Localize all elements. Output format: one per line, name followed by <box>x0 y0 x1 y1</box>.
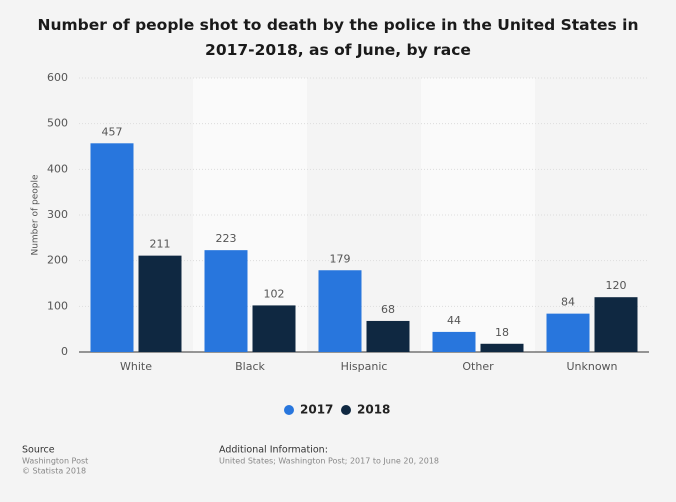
bar <box>432 331 476 352</box>
bar <box>252 305 296 352</box>
bar <box>480 343 524 352</box>
y-tick-label: 300 <box>47 208 68 221</box>
chart-title: Number of people shot to death by the po… <box>37 16 639 59</box>
value-label: 120 <box>606 279 627 292</box>
value-label: 18 <box>495 326 509 339</box>
info-text: United States; Washington Post; 2017 to … <box>219 457 439 466</box>
legend-marker <box>341 405 351 415</box>
source-line: Washington Post <box>22 457 88 466</box>
legend-label: 2017 <box>300 403 333 417</box>
bar <box>318 270 362 352</box>
x-tick-label: Hispanic <box>341 360 388 373</box>
value-label: 68 <box>381 303 395 316</box>
y-axis-title: Number of people <box>31 174 41 256</box>
source-line: © Statista 2018 <box>22 467 86 476</box>
x-tick-label: Black <box>235 360 265 373</box>
bar <box>594 297 638 352</box>
source-title: Source <box>22 445 55 456</box>
y-tick-label: 600 <box>47 71 68 84</box>
legend-marker <box>284 405 294 415</box>
value-label: 223 <box>216 232 237 245</box>
y-tick-label: 400 <box>47 162 68 175</box>
y-tick-label: 100 <box>47 299 68 312</box>
info-title: Additional Information: <box>219 445 328 456</box>
y-tick-label: 200 <box>47 254 68 267</box>
value-label: 44 <box>447 314 461 327</box>
y-tick-label: 0 <box>61 345 68 358</box>
x-tick-label: Other <box>462 360 494 373</box>
bar <box>204 250 248 352</box>
legend-label: 2018 <box>357 403 390 417</box>
bar <box>138 255 182 352</box>
value-label: 179 <box>330 252 351 265</box>
bar <box>90 143 134 352</box>
y-tick-label: 500 <box>47 117 68 130</box>
value-label: 84 <box>561 296 575 309</box>
x-tick-label: White <box>120 360 152 373</box>
value-label: 102 <box>264 287 285 300</box>
bar <box>366 320 410 352</box>
value-label: 211 <box>150 238 171 251</box>
x-tick-label: Unknown <box>566 360 617 373</box>
value-label: 457 <box>102 125 123 138</box>
bar <box>546 313 590 352</box>
